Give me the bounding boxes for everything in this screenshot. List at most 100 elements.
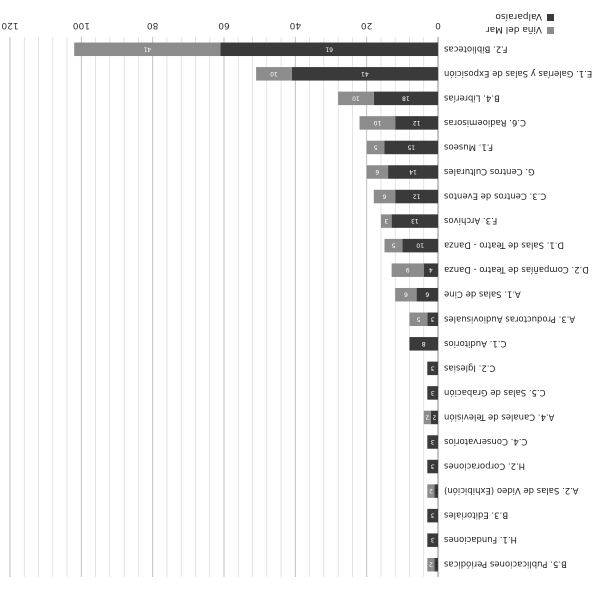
bar-value-label: 10 [270,70,278,77]
category-label: A.2. Salas de Video (Exhibición) [444,485,579,496]
bar-segment-vina-del-mar [359,116,396,130]
bar-segment-valparaiso [373,91,438,106]
bar-value-label: 15 [407,143,415,150]
category-label: C.1. Auditorios [443,338,506,348]
bar-segment-vina-del-mar [366,140,385,155]
legend-label: Valparaíso [495,11,542,21]
bar-segment-valparaiso [427,508,438,523]
category-label: C.4. Conservatorios [443,436,527,446]
bar-segment-valparaiso [434,484,438,498]
bar-segment-vina-del-mar [373,189,396,204]
bar-value-label: 2 [432,413,436,420]
category-label: G. Centros Culturales [443,166,534,176]
category-label: F.2. Bibliotecas [443,43,507,53]
category-label: B.4. Librerías [443,92,499,102]
bar-value-label: 3 [431,315,435,322]
bar-value-label: 6 [425,291,429,298]
bar-value-label: 61 [325,45,333,52]
bar-value-label: 3 [384,217,388,224]
bar-value-label: 2 [429,487,433,494]
bar-value-label: 1 [434,561,438,568]
bar-value-label: 4 [429,266,433,273]
bar-segment-vina-del-mar [427,557,435,572]
legend-swatch [547,27,554,34]
bar-value-label: 3 [431,463,435,470]
x-tick-label: 40 [289,20,301,30]
grid-lines [9,37,439,577]
category-label: C.3. Centros de Eventos [443,191,546,201]
bar-segment-valparaiso [388,165,438,179]
x-tick-label: 0 [435,20,441,30]
bar-segment-valparaiso [427,312,438,327]
bar-segment-valparaiso [430,410,438,425]
x-tick-label: 20 [361,20,373,30]
bar-segment-valparaiso [427,533,438,547]
bar-value-label: 14 [409,168,417,175]
bar-value-label: 1 [434,487,438,494]
x-tick-label: 80 [147,20,159,30]
bar-segment-valparaiso [220,42,438,57]
bar-value-label: 5 [391,242,395,249]
category-label: F.1. Museos [443,141,493,151]
category-label: B.5. Publicaciones Periódicas [443,559,566,570]
bar-segment-vina-del-mar [366,165,389,179]
bar-value-label: 5 [373,143,377,150]
bar-value-label: 3 [431,536,435,543]
category-label: A.3. Productoras Audiovisuales [443,313,575,323]
bar-segment-vina-del-mar [256,67,292,81]
bar-value-label: 5 [416,315,420,322]
bar-value-label: 2 [425,413,429,420]
bar-segment-valparaiso [416,287,438,302]
bar-segment-valparaiso [427,361,438,376]
bar-value-label: 10 [352,94,360,101]
bar-value-label: 3 [431,438,435,445]
bar-segment-valparaiso [291,67,438,81]
category-label: F.3. Archivos [443,215,497,225]
bar-segment-valparaiso [395,116,438,130]
category-label: D.1. Salas de Teatro - Danza [444,240,564,250]
bar-segment-valparaiso [427,459,438,474]
bar-segment-valparaiso [395,189,438,204]
bar-segment-vina-del-mar [380,214,392,228]
category-labels: B.5. Publicaciones Periódicas H.1. Fundac… [443,43,592,569]
legend: Viña del Mar Valparaíso [486,11,554,34]
bar-value-label: 3 [431,364,435,371]
bar-value-label: 12 [413,119,421,126]
bar-value-label: 10 [373,119,381,126]
bar-value-label: 9 [406,266,410,273]
category-label: H.1. Fundaciones [443,534,516,544]
bar-value-label: 2 [429,561,433,568]
bar-segment-valparaiso [384,140,438,155]
bar-value-label: 18 [402,94,410,101]
legend-label: Viña del Mar [486,24,542,34]
bar-value-label: 10 [416,242,424,249]
x-tick-label: 100 [72,20,89,30]
bar-segment-vina-del-mar [384,238,403,253]
category-label: E.1. Galerías y Salas de Exposición [444,68,592,79]
category-label: C.6. Radioemisoras [443,117,526,127]
bar-value-label: 41 [143,45,151,52]
bar-segment-valparaiso [409,337,438,351]
bar-value-label: 3 [431,512,435,519]
category-label: B.3. Editoriales [443,510,508,520]
bar-segment-vina-del-mar [391,263,424,277]
bar-segment-vina-del-mar [74,42,221,57]
bar-segment-valparaiso [427,435,438,449]
bar-value-label: 12 [413,193,421,200]
category-label: C.5. Salas de Grabación [444,387,546,398]
bar-value-label: 6 [404,291,408,298]
legend-swatch [547,14,554,21]
bar-segment-valparaiso [427,386,438,400]
category-label: C.2. Iglesias [443,362,495,372]
bar-segment-vina-del-mar [409,312,428,327]
bar-value-label: 6 [375,168,379,175]
bar-value-label: 13 [411,217,419,224]
bar-value-label: 6 [382,193,386,200]
category-label: D.2. Compañías de Teatro - Danza [444,264,589,274]
bar-value-label: 8 [422,340,426,347]
bar-segment-vina-del-mar [395,287,417,302]
x-tick-label: 120 [1,20,18,30]
x-tick-label: 60 [218,20,230,30]
